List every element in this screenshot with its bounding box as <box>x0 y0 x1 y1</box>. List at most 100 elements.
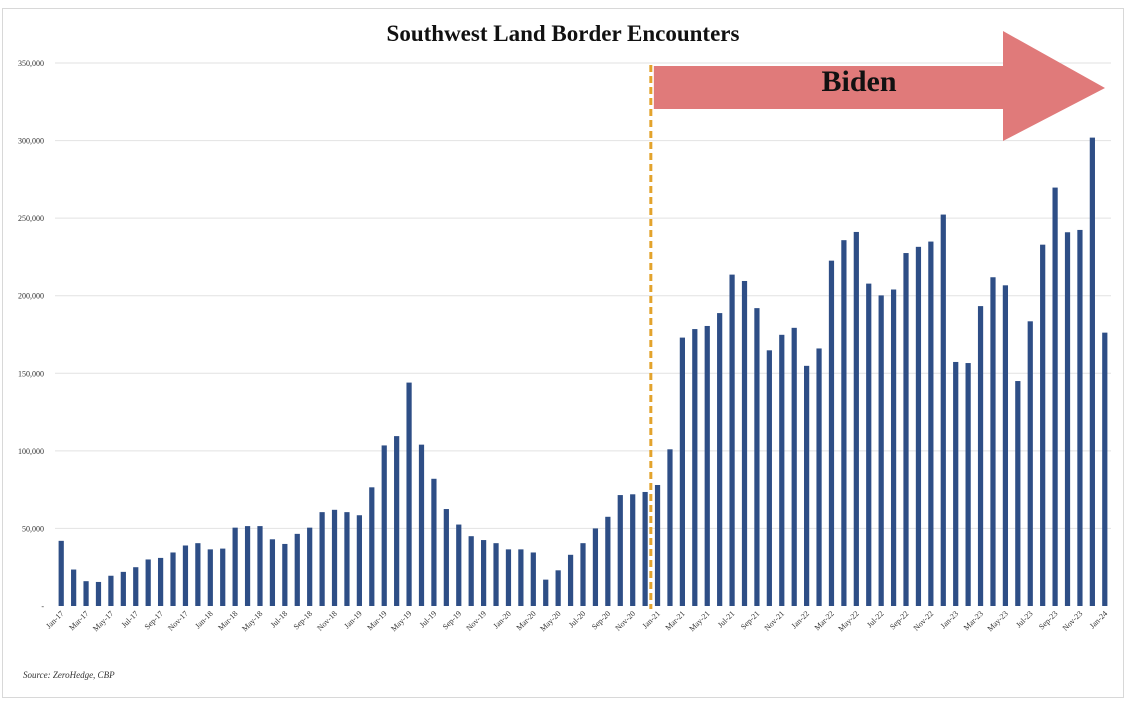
x-tick-label: Nov-17 <box>166 609 190 633</box>
x-tick-label: Sep-18 <box>292 609 314 631</box>
bar <box>120 571 126 606</box>
x-tick-label: Jul-23 <box>1014 609 1035 630</box>
bar <box>866 283 872 606</box>
source-note: Source: ZeroHedge, CBP <box>23 670 115 680</box>
bar <box>505 549 512 606</box>
bar <box>1015 381 1021 606</box>
x-tick-label: Jan-24 <box>1088 609 1109 630</box>
y-tick-label: - <box>41 602 44 611</box>
x-tick-label: Jan-18 <box>193 609 214 630</box>
x-tick-label: Sep-22 <box>888 609 910 631</box>
y-tick-label: 300,000 <box>18 137 44 146</box>
x-tick-label: Mar-18 <box>216 609 239 632</box>
x-tick-label: Jan-23 <box>939 609 960 630</box>
bar <box>406 382 412 606</box>
y-tick-label: 50,000 <box>22 524 44 533</box>
bar <box>1027 321 1033 606</box>
x-tick-label: Mar-19 <box>365 609 388 632</box>
bars <box>58 137 1108 607</box>
bar <box>207 549 213 606</box>
bar <box>592 528 599 606</box>
bar <box>779 334 785 606</box>
bar <box>977 306 984 606</box>
x-tick-label: Sep-19 <box>441 609 463 631</box>
x-tick-label: Nov-22 <box>912 609 936 633</box>
bar <box>71 569 77 606</box>
bar <box>928 241 934 606</box>
x-tick-label: May-22 <box>836 609 860 633</box>
bar <box>257 526 263 606</box>
bar <box>617 495 623 606</box>
y-tick-label: 250,000 <box>18 214 44 223</box>
bar <box>493 543 499 606</box>
x-tick-label: Jul-17 <box>120 609 141 630</box>
bar <box>319 512 325 606</box>
bar <box>729 274 735 606</box>
bar <box>344 512 350 606</box>
bar <box>667 449 673 606</box>
bar <box>1077 229 1083 606</box>
bar <box>679 337 685 606</box>
bar <box>841 240 847 607</box>
bar <box>878 295 884 606</box>
x-tick-label: Sep-20 <box>590 609 612 631</box>
bar <box>468 536 474 606</box>
x-tick-label: May-20 <box>538 609 562 633</box>
bar <box>83 581 89 606</box>
bar <box>356 515 362 606</box>
x-tick-label: Jan-19 <box>342 609 363 630</box>
x-tick-label: Mar-20 <box>514 609 537 632</box>
bar <box>182 545 189 606</box>
bar <box>953 361 959 606</box>
y-tick-label: 350,000 <box>18 59 44 68</box>
bar <box>1089 137 1095 606</box>
x-tick-label: Jul-22 <box>865 609 886 630</box>
arrow-label: Biden <box>821 65 896 98</box>
x-tick-label: Nov-20 <box>613 609 637 633</box>
bar <box>1064 232 1071 606</box>
x-tick-label: Jul-18 <box>269 609 290 630</box>
x-tick-label: Sep-21 <box>739 609 761 631</box>
bar <box>232 527 238 606</box>
bar <box>741 280 748 606</box>
x-tick-label: Mar-17 <box>67 609 90 632</box>
bar <box>518 549 524 606</box>
x-tick-label: Nov-18 <box>315 609 339 633</box>
bar <box>828 260 835 606</box>
x-tick-label: Mar-22 <box>813 609 836 632</box>
bar-chart: - 50,000 100,000 150,000 200,000 250,000 300,0… <box>18 21 1111 680</box>
x-tick-label: Mar-21 <box>664 609 687 632</box>
x-tick-label: May-18 <box>240 609 264 633</box>
x-tick-label: Sep-17 <box>143 609 165 631</box>
bar <box>704 325 710 606</box>
x-tick-label: May-23 <box>986 609 1010 633</box>
bar <box>1040 244 1046 607</box>
bar <box>654 484 661 606</box>
x-tick-label: Mar-23 <box>962 609 985 632</box>
y-tick-label: 150,000 <box>18 369 44 378</box>
bar <box>195 543 201 606</box>
bar <box>530 552 536 606</box>
bar <box>890 289 897 606</box>
bar <box>543 579 549 606</box>
y-axis-ticks: - 50,000 100,000 150,000 200,000 250,000 300,0… <box>18 59 44 611</box>
bar <box>307 527 313 606</box>
x-tick-label: May-17 <box>91 609 115 633</box>
bar <box>331 509 338 606</box>
bar <box>133 567 139 606</box>
bar <box>555 570 561 606</box>
x-tick-label: Jan-21 <box>641 609 662 630</box>
bar <box>692 329 698 606</box>
bar <box>605 516 611 606</box>
bar <box>95 581 102 606</box>
chart-frame: - 50,000 100,000 150,000 200,000 250,000 300,0… <box>2 8 1124 698</box>
chart-title: Southwest Land Border Encounters <box>387 21 740 46</box>
x-axis-ticks: Jan-17 Mar-17 May-17 Jul-17 Sep-17 Nov-17 Jan-… <box>44 609 1109 633</box>
bar <box>269 539 276 606</box>
x-tick-label: Sep-23 <box>1037 609 1059 631</box>
bar <box>244 526 251 606</box>
bar <box>443 509 449 606</box>
bar <box>580 543 586 606</box>
bar <box>394 436 400 606</box>
bar <box>1002 285 1009 606</box>
